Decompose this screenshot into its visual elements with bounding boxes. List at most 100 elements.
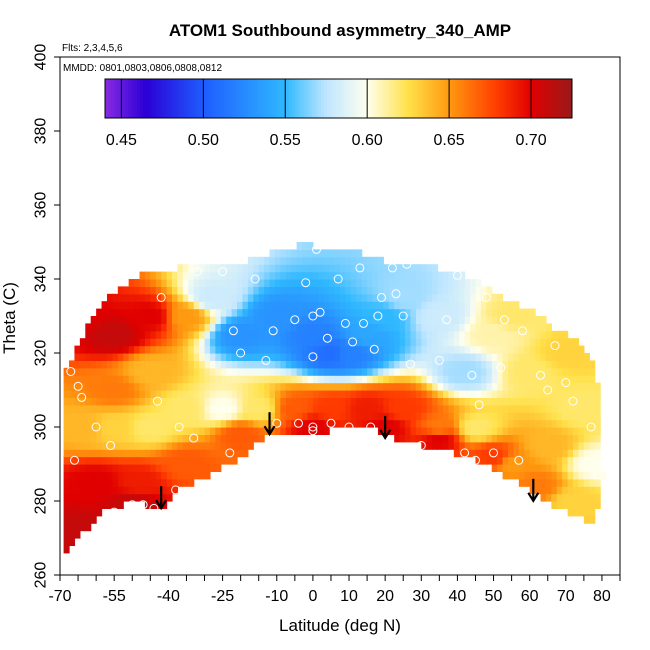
heatmap-cell bbox=[437, 330, 444, 339]
x-tick-label: -70 bbox=[48, 588, 71, 605]
heatmap-cell bbox=[415, 279, 422, 287]
heatmap-cell bbox=[323, 404, 330, 413]
heatmap-cell bbox=[312, 286, 319, 295]
heatmap-cell bbox=[442, 360, 449, 369]
heatmap-cell bbox=[280, 345, 287, 354]
heatmap-cell bbox=[69, 464, 76, 472]
heatmap-cell bbox=[361, 301, 368, 310]
heatmap-cell bbox=[96, 330, 103, 339]
heatmap-cell bbox=[280, 279, 287, 287]
heatmap-cell bbox=[96, 412, 103, 421]
heatmap-cell bbox=[247, 330, 254, 339]
observation-point bbox=[171, 485, 181, 495]
heatmap-cell bbox=[209, 301, 216, 310]
heatmap-cell bbox=[253, 412, 260, 421]
heatmap-cell bbox=[415, 419, 422, 428]
heatmap-cell bbox=[302, 286, 309, 295]
heatmap-cell bbox=[529, 382, 536, 391]
heatmap-cell bbox=[323, 308, 330, 317]
heatmap-cell bbox=[508, 471, 515, 480]
heatmap-cell bbox=[415, 390, 422, 398]
heatmap-cell bbox=[491, 419, 498, 428]
heatmap-cell bbox=[199, 316, 206, 324]
heatmap-cell bbox=[264, 330, 271, 339]
heatmap-cell bbox=[117, 478, 124, 487]
heatmap-cell bbox=[302, 323, 309, 332]
heatmap-cell bbox=[144, 345, 151, 354]
heatmap-cell bbox=[350, 397, 357, 406]
observation-point bbox=[228, 326, 238, 336]
flights-note: Flts: 2,3,4,5,6 bbox=[62, 43, 123, 54]
heatmap-cell bbox=[480, 360, 487, 369]
heatmap-cell bbox=[150, 427, 157, 435]
colorbar-segment bbox=[569, 79, 573, 118]
heatmap-cell bbox=[90, 486, 97, 495]
heatmap-cell bbox=[177, 390, 184, 398]
heatmap-cell bbox=[291, 271, 298, 280]
heatmap-cell bbox=[459, 441, 466, 450]
heatmap-cell bbox=[274, 279, 281, 287]
heatmap-cell bbox=[144, 375, 151, 384]
heatmap-cell bbox=[415, 404, 422, 413]
heatmap-cell bbox=[529, 441, 536, 450]
heatmap-cell bbox=[139, 271, 146, 280]
heatmap-cell bbox=[112, 316, 119, 324]
heatmap-cell bbox=[475, 308, 482, 317]
heatmap-cell bbox=[285, 279, 292, 287]
heatmap-cell bbox=[247, 345, 254, 354]
heatmap-cell bbox=[291, 308, 298, 317]
observation-point bbox=[333, 274, 343, 284]
heatmap-cell bbox=[394, 397, 401, 406]
heatmap-cell bbox=[334, 293, 341, 302]
heatmap-cell bbox=[204, 471, 211, 480]
heatmap-cell bbox=[63, 471, 70, 480]
arrow-marker bbox=[379, 415, 392, 440]
heatmap-cell bbox=[269, 301, 276, 310]
heatmap-cell bbox=[453, 449, 460, 458]
heatmap-cell bbox=[63, 486, 70, 495]
colorbar-segment bbox=[177, 79, 182, 118]
heatmap-cell bbox=[139, 345, 146, 354]
heatmap-cell bbox=[144, 449, 151, 458]
heatmap-cell bbox=[226, 323, 233, 332]
heatmap-cell bbox=[383, 323, 390, 332]
heatmap-cell bbox=[491, 382, 498, 391]
colorbar-segment bbox=[151, 79, 156, 118]
heatmap-cell bbox=[383, 338, 390, 347]
heatmap-cell bbox=[323, 330, 330, 339]
heatmap-cell bbox=[377, 375, 384, 384]
heatmap-cell bbox=[415, 367, 422, 376]
heatmap-cell bbox=[491, 293, 498, 302]
heatmap-cell bbox=[410, 353, 417, 361]
heatmap-cell bbox=[377, 397, 384, 406]
heatmap-cell bbox=[345, 256, 352, 265]
heatmap-cell bbox=[106, 390, 113, 398]
heatmap-cell bbox=[215, 419, 222, 428]
heatmap-cell bbox=[117, 449, 124, 458]
heatmap-cell bbox=[215, 464, 222, 472]
heatmap-cell bbox=[578, 382, 585, 391]
heatmap-cell bbox=[199, 301, 206, 310]
heatmap-cell bbox=[69, 508, 76, 517]
heatmap-cell bbox=[182, 434, 189, 443]
heatmap-cell bbox=[421, 412, 428, 421]
observation-point bbox=[77, 392, 87, 402]
heatmap-cell bbox=[340, 271, 347, 280]
heatmap-cell bbox=[340, 279, 347, 287]
heatmap-cell bbox=[85, 367, 92, 376]
heatmap-cell bbox=[269, 360, 276, 369]
heatmap-cell bbox=[117, 382, 124, 391]
heatmap-cell bbox=[350, 293, 357, 302]
heatmap-cell bbox=[372, 316, 379, 324]
heatmap-cell bbox=[274, 271, 281, 280]
heatmap-cell bbox=[556, 471, 563, 480]
heatmap-cell bbox=[442, 419, 449, 428]
heatmap-cell bbox=[101, 471, 108, 480]
observation-point bbox=[308, 352, 318, 362]
heatmap-cell bbox=[464, 308, 471, 317]
heatmap-cell bbox=[128, 434, 135, 443]
heatmap-cell bbox=[90, 501, 97, 509]
heatmap-cell bbox=[318, 427, 325, 435]
heatmap-cell bbox=[209, 404, 216, 413]
heatmap-cell bbox=[513, 390, 520, 398]
